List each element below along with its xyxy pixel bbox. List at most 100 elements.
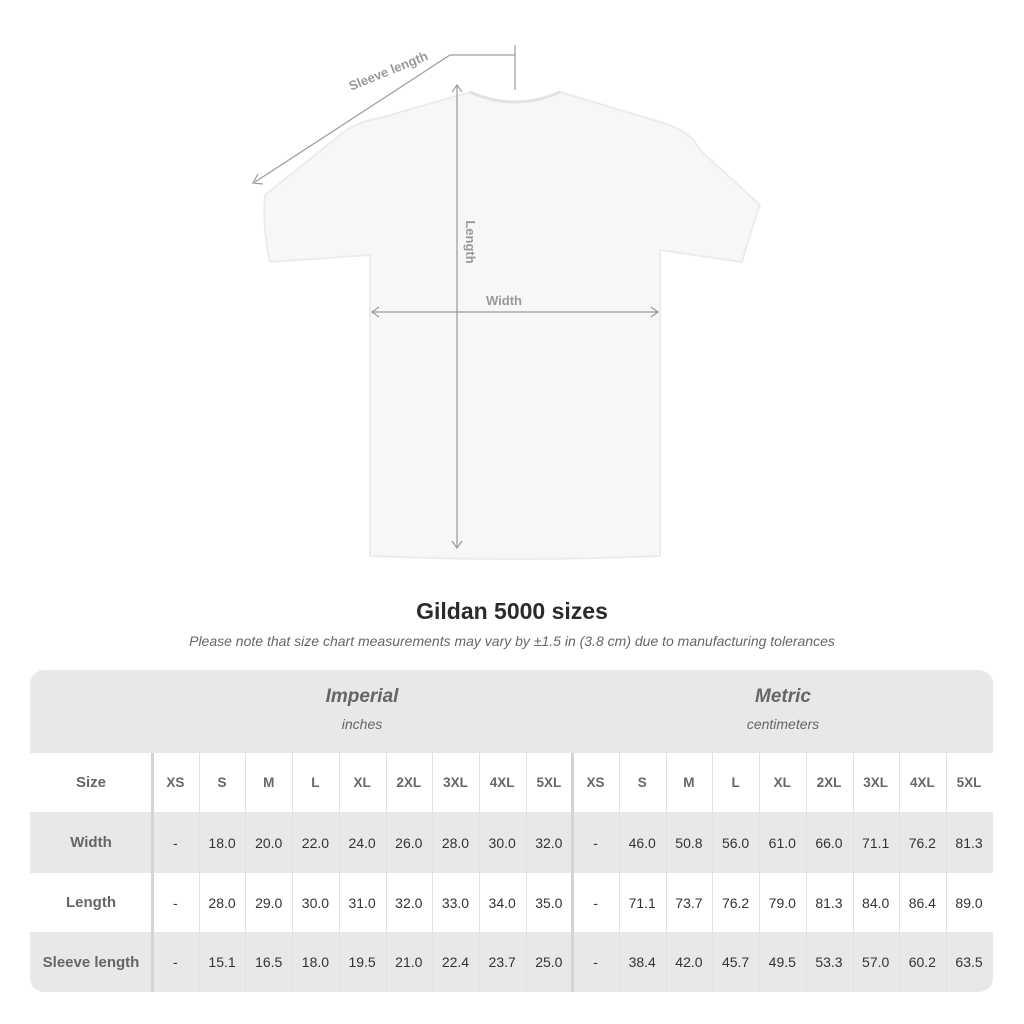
sleeve-length-label: Sleeve length <box>347 48 430 93</box>
imperial-value: 31.0 <box>348 894 376 911</box>
metric-value: 53.3 <box>815 954 843 970</box>
metric-value: 84.0 <box>862 894 890 911</box>
imperial-value: 22.0 <box>301 834 330 851</box>
column-divider <box>665 753 667 992</box>
imperial-value: 16.5 <box>255 954 283 970</box>
row-label: Length <box>66 894 116 911</box>
imperial-value: - <box>173 834 178 851</box>
imperial-value: 30.0 <box>301 894 330 911</box>
imperial-value: 32.0 <box>535 834 563 851</box>
metric-value: 38.4 <box>628 954 656 970</box>
column-divider <box>852 753 854 992</box>
size-header: 5XL <box>956 775 982 790</box>
size-header: XS <box>166 775 185 790</box>
imperial-value: 32.0 <box>395 894 423 911</box>
metric-value: 60.2 <box>908 954 936 970</box>
table-row: Width - 18.0 20.0 22.0 24.0 26.0 28.0 30.0 32.0 - 4… <box>30 812 993 873</box>
metric-value: 76.2 <box>721 894 750 911</box>
row-band <box>30 932 993 992</box>
metric-unit: centimeters <box>746 716 820 732</box>
column-divider <box>198 753 200 992</box>
size-header: M <box>683 775 695 790</box>
imperial-value: 34.0 <box>488 894 516 911</box>
size-header: 2XL <box>816 775 842 790</box>
metric-value: 81.3 <box>815 894 843 911</box>
metric-value: 86.4 <box>908 894 936 911</box>
imperial-value: 25.0 <box>535 954 563 970</box>
column-divider <box>945 753 947 992</box>
column-divider <box>571 753 575 992</box>
metric-value: 45.7 <box>721 954 750 970</box>
column-divider <box>385 753 387 992</box>
size-header: L <box>311 775 320 790</box>
column-divider <box>151 753 154 992</box>
imperial-value: 20.0 <box>255 834 283 851</box>
imperial-value: 28.0 <box>208 894 236 911</box>
metric-value: 57.0 <box>862 954 890 970</box>
imperial-value: 29.0 <box>255 894 283 911</box>
imperial-value: 35.0 <box>535 894 563 911</box>
size-header: 4XL <box>489 775 515 790</box>
size-label: Size <box>75 774 106 791</box>
imperial-value: 23.7 <box>488 954 516 970</box>
size-header: 2XL <box>396 775 422 790</box>
column-divider <box>525 753 527 992</box>
chart-title: Gildan 5000 sizes <box>416 598 608 624</box>
column-divider <box>338 753 340 992</box>
column-divider <box>759 753 761 992</box>
imperial-value: 18.0 <box>301 954 330 970</box>
imperial-group: Imperial inches <box>152 686 572 732</box>
size-header: XS <box>586 775 605 790</box>
column-divider <box>805 753 807 992</box>
imperial-value: 22.4 <box>441 954 470 970</box>
metric-value: - <box>593 954 598 970</box>
header-band <box>30 670 993 753</box>
size-header: 3XL <box>863 775 889 790</box>
size-header: 4XL <box>909 775 935 790</box>
metric-value: - <box>593 894 598 911</box>
metric-value: 46.0 <box>628 834 656 851</box>
imperial-value: 19.5 <box>348 954 376 970</box>
metric-value: 63.5 <box>955 954 983 970</box>
column-divider <box>712 753 714 992</box>
sleeve-length-arrow <box>254 54 515 183</box>
column-divider <box>245 753 247 992</box>
metric-value: 76.2 <box>908 834 936 851</box>
metric-value: 71.1 <box>628 894 656 911</box>
imperial-value: 30.0 <box>488 834 516 851</box>
size-header: S <box>637 775 647 790</box>
imperial-value: 26.0 <box>395 834 423 851</box>
imperial-value: 15.1 <box>208 954 236 970</box>
column-divider <box>619 753 620 992</box>
table-row: Length - 28.0 29.0 30.0 31.0 32.0 33.0 34.0 35.0 -… <box>30 873 993 932</box>
size-header: 3XL <box>443 775 468 790</box>
metric-group: Metric centimeters <box>573 686 993 732</box>
metric-value: 89.0 <box>955 894 983 911</box>
table-row: Sleeve length - 15.1 16.5 18.0 19.5 21.0 22.4 23… <box>30 932 993 992</box>
metric-value: 79.0 <box>768 894 796 911</box>
metric-title: Metric <box>755 686 811 707</box>
size-header: XL <box>773 775 791 790</box>
size-header: M <box>263 775 275 790</box>
tshirt-diagram: Sleeve length Length Width <box>252 45 762 560</box>
imperial-value: 18.0 <box>208 834 236 851</box>
metric-value: - <box>593 834 598 851</box>
size-header-row: Size XS S M L XL 2XL 3XL 4XL 5XL XS S M L XL 2XL 3XL 4XL… <box>30 753 993 812</box>
metric-value: 66.0 <box>815 834 843 851</box>
metric-value: 49.5 <box>768 954 796 970</box>
row-label: Sleeve length <box>42 953 140 971</box>
column-divider <box>899 753 901 992</box>
metric-value: 50.8 <box>675 834 703 851</box>
metric-value: 81.3 <box>955 834 983 851</box>
row-band <box>30 812 993 873</box>
metric-value: 61.0 <box>768 834 796 851</box>
column-divider <box>478 753 480 992</box>
column-divider <box>432 753 434 992</box>
row-label: Width <box>70 834 112 851</box>
metric-value: 56.0 <box>721 834 750 851</box>
size-header: S <box>217 775 227 790</box>
size-table: Imperial inches Metric centimeters Size … <box>30 670 993 992</box>
length-label: Length <box>463 220 478 263</box>
size-header: XL <box>353 775 371 790</box>
imperial-value: 28.0 <box>441 834 470 851</box>
